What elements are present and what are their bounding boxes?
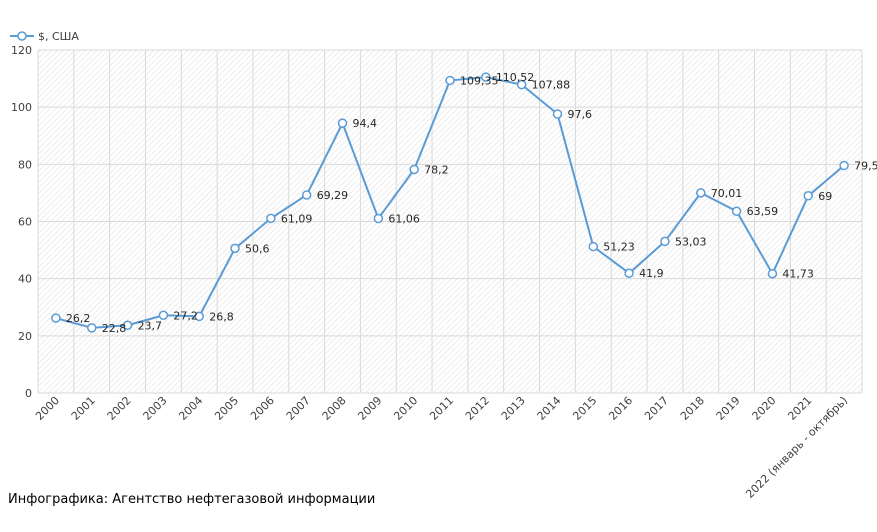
data-label: 26,8 xyxy=(209,310,234,323)
data-point xyxy=(445,75,455,86)
data-label: 61,09 xyxy=(281,212,313,225)
data-label: 63,59 xyxy=(747,205,779,218)
legend: $, США xyxy=(10,30,79,43)
data-label: 70,01 xyxy=(711,187,743,200)
data-label: 78,2 xyxy=(424,163,449,176)
x-tick-label: 2002 xyxy=(105,394,134,423)
data-point xyxy=(158,310,169,321)
data-point xyxy=(373,213,384,224)
data-point xyxy=(301,190,312,200)
x-tick-label: 2003 xyxy=(141,394,170,423)
x-tick-label: 2020 xyxy=(750,394,779,423)
data-label: 110,52 xyxy=(496,71,534,84)
x-tick-label: 2014 xyxy=(535,394,564,423)
data-label: 22,8 xyxy=(102,322,127,335)
legend-point-marker xyxy=(17,31,27,41)
x-tick-label: 2019 xyxy=(714,394,743,423)
data-point xyxy=(624,268,634,278)
x-tick-label: 2005 xyxy=(212,394,241,423)
x-tick-label: 2015 xyxy=(570,394,599,423)
data-point xyxy=(660,236,670,247)
data-point xyxy=(588,241,599,252)
data-label: 27,2 xyxy=(173,309,198,322)
y-tick-label: 100 xyxy=(11,101,32,114)
data-point xyxy=(803,191,814,201)
y-tick-label: 20 xyxy=(18,330,32,343)
x-tick-label: 2001 xyxy=(69,394,98,423)
y-tick-label: 120 xyxy=(11,44,32,57)
data-point xyxy=(731,206,742,216)
x-tick-label: 2004 xyxy=(176,394,205,423)
y-tick-label: 40 xyxy=(18,273,32,286)
data-point xyxy=(839,160,849,171)
data-point xyxy=(230,243,240,254)
data-point xyxy=(194,311,204,322)
data-label: 53,03 xyxy=(675,235,707,248)
data-label: 69 xyxy=(818,190,832,203)
data-label: 61,06 xyxy=(388,212,420,225)
data-label: 79,57 xyxy=(854,160,877,173)
data-label: 69,29 xyxy=(317,189,349,202)
x-tick-label: 2000 xyxy=(33,394,62,423)
gridlines xyxy=(37,49,863,394)
x-tick-label: 2007 xyxy=(284,394,313,423)
data-labels: 26,2 22,8 23,7 27,2 26,8 50,6 61,09 69,29 94,4 61… xyxy=(66,71,877,335)
data-point xyxy=(266,213,276,224)
x-tick-label: 2013 xyxy=(499,394,528,423)
data-label: 109,35 xyxy=(460,74,499,87)
data-label: 50,6 xyxy=(245,242,269,255)
data-point xyxy=(481,72,491,82)
y-tick-label: 60 xyxy=(18,216,32,229)
data-label: 41,9 xyxy=(639,267,664,280)
x-tick-label: 2021 xyxy=(785,394,814,423)
x-tick-label: 2009 xyxy=(355,394,384,423)
x-tick-label: 2016 xyxy=(606,394,635,423)
x-tick-label: 2010 xyxy=(391,394,420,423)
x-tick-label: 2008 xyxy=(320,394,349,423)
data-point xyxy=(86,323,97,333)
data-label: 26,2 xyxy=(66,312,91,325)
data-point xyxy=(696,188,706,198)
x-tick-label: 2018 xyxy=(678,394,707,423)
x-tick-label: 2006 xyxy=(248,394,277,423)
x-tick-label: 2011 xyxy=(427,394,456,423)
series xyxy=(51,72,849,333)
legend-label: $, США xyxy=(38,30,79,43)
data-label: 107,88 xyxy=(532,79,571,92)
data-label: 23,7 xyxy=(138,319,163,332)
x-tick-label: 2017 xyxy=(642,394,671,423)
y-tick-label: 80 xyxy=(18,158,32,171)
y-tick-label: 0 xyxy=(25,387,32,400)
x-tick-label: 2012 xyxy=(463,394,492,423)
data-point xyxy=(409,164,419,175)
source-caption: Инфографика: Агентство нефтегазовой инфо… xyxy=(8,492,376,507)
data-label: 94,4 xyxy=(353,117,378,130)
data-point xyxy=(552,109,563,119)
data-point xyxy=(122,320,133,331)
data-label: 41,73 xyxy=(782,268,814,281)
data-point xyxy=(337,118,348,128)
data-point xyxy=(51,313,61,323)
data-point xyxy=(516,79,527,90)
data-label: 51,23 xyxy=(603,241,635,254)
data-point xyxy=(767,268,778,279)
data-label: 97,6 xyxy=(567,108,592,121)
